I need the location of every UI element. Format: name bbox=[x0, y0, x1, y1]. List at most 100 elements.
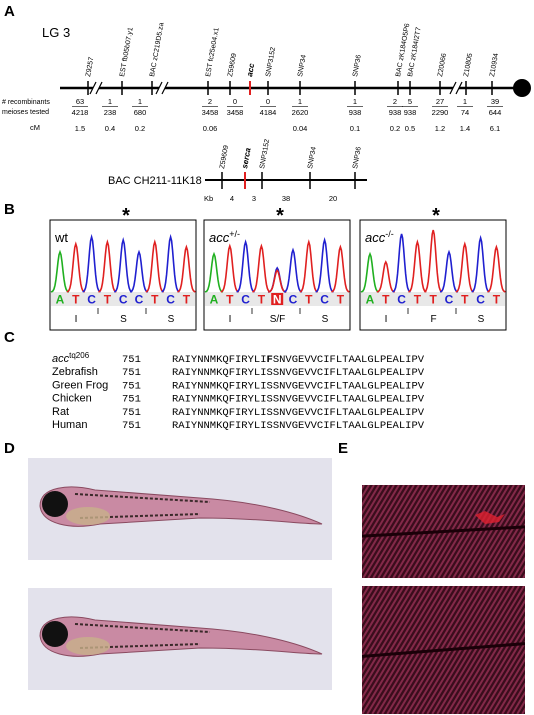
mutation-asterisk: * bbox=[276, 205, 284, 227]
break-mark bbox=[155, 81, 163, 95]
panel-label: C bbox=[4, 329, 15, 346]
trace-peak bbox=[66, 241, 86, 293]
muscle-fiber bbox=[436, 586, 515, 714]
recombinant-count: 1 bbox=[138, 97, 142, 106]
allele-superscript: tq206 bbox=[69, 351, 90, 360]
break-gap bbox=[93, 84, 99, 92]
muscle-fiber bbox=[367, 485, 425, 578]
ambiguous-base-box bbox=[271, 293, 284, 305]
muscle-fiber bbox=[377, 485, 435, 578]
muscle-fiber bbox=[362, 586, 410, 667]
bac-distance: 38 bbox=[282, 194, 290, 203]
cm-value: 0.5 bbox=[405, 124, 415, 133]
protein-sequence: RAIYNNMKQFIRYLISSNVGEVVCIFLTAALGLPEALIPV bbox=[172, 380, 425, 392]
muscle-fiber bbox=[362, 485, 415, 574]
species-name: acctq206 bbox=[52, 351, 90, 366]
recombinant-count: 5 bbox=[408, 97, 412, 106]
muscle-fiber bbox=[482, 506, 525, 578]
muscle-fiber bbox=[362, 586, 400, 650]
trace-peak bbox=[283, 247, 303, 293]
panel-label: B bbox=[4, 201, 15, 218]
muscle-fiber bbox=[471, 624, 525, 714]
trace-peak bbox=[439, 249, 459, 293]
recombinant-count: 1 bbox=[463, 97, 467, 106]
cm-value: 0.2 bbox=[390, 124, 400, 133]
muscle-fiber bbox=[462, 485, 520, 578]
trace-peak bbox=[220, 243, 240, 293]
base-call: C bbox=[119, 293, 128, 307]
trace-peak bbox=[252, 243, 271, 293]
muscle-fiber bbox=[362, 485, 410, 566]
myoseptum bbox=[362, 525, 525, 538]
row-label: # recombinants bbox=[2, 99, 50, 106]
sequence-before: RAIYNNMKQFIRYLI bbox=[172, 354, 267, 366]
muscle-fiber bbox=[477, 498, 525, 578]
cm-value: 0.1 bbox=[350, 124, 360, 133]
base-call: T bbox=[493, 293, 501, 307]
base-call: N bbox=[273, 293, 282, 307]
marker-label: Z20066 bbox=[437, 53, 448, 78]
muscle-fiber bbox=[492, 523, 525, 578]
muscle-fiber bbox=[476, 632, 525, 714]
trace-peak bbox=[392, 233, 411, 293]
marker-label: Z10934 bbox=[489, 53, 500, 78]
marker-label: Z10805 bbox=[463, 53, 474, 78]
sequence: RAIYNNMKQFIRYLISSNVGEVVCIFLTAALGLPEALIPV bbox=[172, 420, 425, 432]
base-call: T bbox=[104, 293, 112, 307]
meioses-count: 938 bbox=[389, 108, 402, 117]
muscle-fiber bbox=[382, 485, 440, 578]
amino-acid: F bbox=[430, 314, 436, 325]
muscle-fiber bbox=[447, 485, 505, 578]
trace-peak bbox=[82, 233, 101, 293]
muscle-fiber bbox=[387, 485, 445, 578]
genotype-superscript: -/- bbox=[385, 229, 394, 239]
muscle-fiber bbox=[362, 485, 420, 578]
muscle-fiber bbox=[362, 485, 385, 524]
muscle-fiber bbox=[362, 586, 415, 675]
trace-peak bbox=[50, 249, 70, 293]
base-call: C bbox=[289, 293, 298, 307]
recombinant-count: 1 bbox=[298, 97, 302, 106]
muscle-fiber bbox=[362, 586, 390, 633]
muscle-fiber bbox=[362, 586, 395, 642]
cm-value: 0.04 bbox=[293, 124, 308, 133]
mutant-residue: F bbox=[267, 354, 273, 366]
bac-marker-label: SNP36 bbox=[352, 146, 363, 169]
species: acc bbox=[52, 353, 70, 365]
cm-value: 1.5 bbox=[75, 124, 85, 133]
sequence: RAIYNNMKQFIRYLISSNVGEVVCIFLTAALGLPEALIPV bbox=[172, 407, 425, 419]
sequence: RAIYNNMKQFIRYLISSNVGEVVCIFLTAALGLPEALIPV bbox=[172, 380, 425, 392]
myoseptum bbox=[362, 642, 525, 658]
protein-sequence: RAIYNNMKQFIRYLISSNVGEVVCIFLTAALGLPEALIPV bbox=[172, 367, 425, 379]
meioses-count: 938 bbox=[349, 108, 362, 117]
marker-label: SNP34 bbox=[297, 54, 308, 77]
base-call: T bbox=[382, 293, 390, 307]
meioses-count: 238 bbox=[104, 108, 117, 117]
row-label: meioses tested bbox=[2, 109, 49, 116]
break-mark bbox=[455, 81, 463, 95]
bac-marker-label: SNP34 bbox=[307, 146, 318, 169]
muscle-fiber bbox=[446, 586, 525, 714]
trace-peak bbox=[145, 239, 165, 293]
species-name: Rat bbox=[52, 406, 69, 418]
protein-sequence: RAIYNNMKQFIRYLISSNVGEVVCIFLTAALGLPEALIPV bbox=[172, 394, 425, 406]
recombinant-count: 2 bbox=[393, 97, 397, 106]
muscle-fiber bbox=[441, 586, 520, 714]
base-call: C bbox=[135, 293, 144, 307]
cm-value: 0.4 bbox=[105, 124, 115, 133]
amino-acid: I bbox=[385, 314, 388, 325]
muscle-fiber bbox=[487, 514, 525, 578]
base-call: T bbox=[183, 293, 191, 307]
trace-peak bbox=[315, 237, 334, 293]
muscle-fiber bbox=[461, 607, 525, 714]
panel-label: E bbox=[338, 440, 348, 457]
species-name: Green Frog bbox=[52, 379, 108, 391]
muscle-fiber bbox=[362, 586, 385, 625]
muscle-fiber bbox=[362, 586, 435, 708]
sequence: RAIYNNMKQFIRYLISSNVGEVVCIFLTAALGLPEALIPV bbox=[172, 367, 425, 379]
genotype: wt bbox=[54, 230, 68, 245]
start-position: 751 bbox=[122, 367, 141, 379]
amino-acid: S/F bbox=[270, 314, 286, 325]
muscle-fiber bbox=[472, 489, 525, 578]
